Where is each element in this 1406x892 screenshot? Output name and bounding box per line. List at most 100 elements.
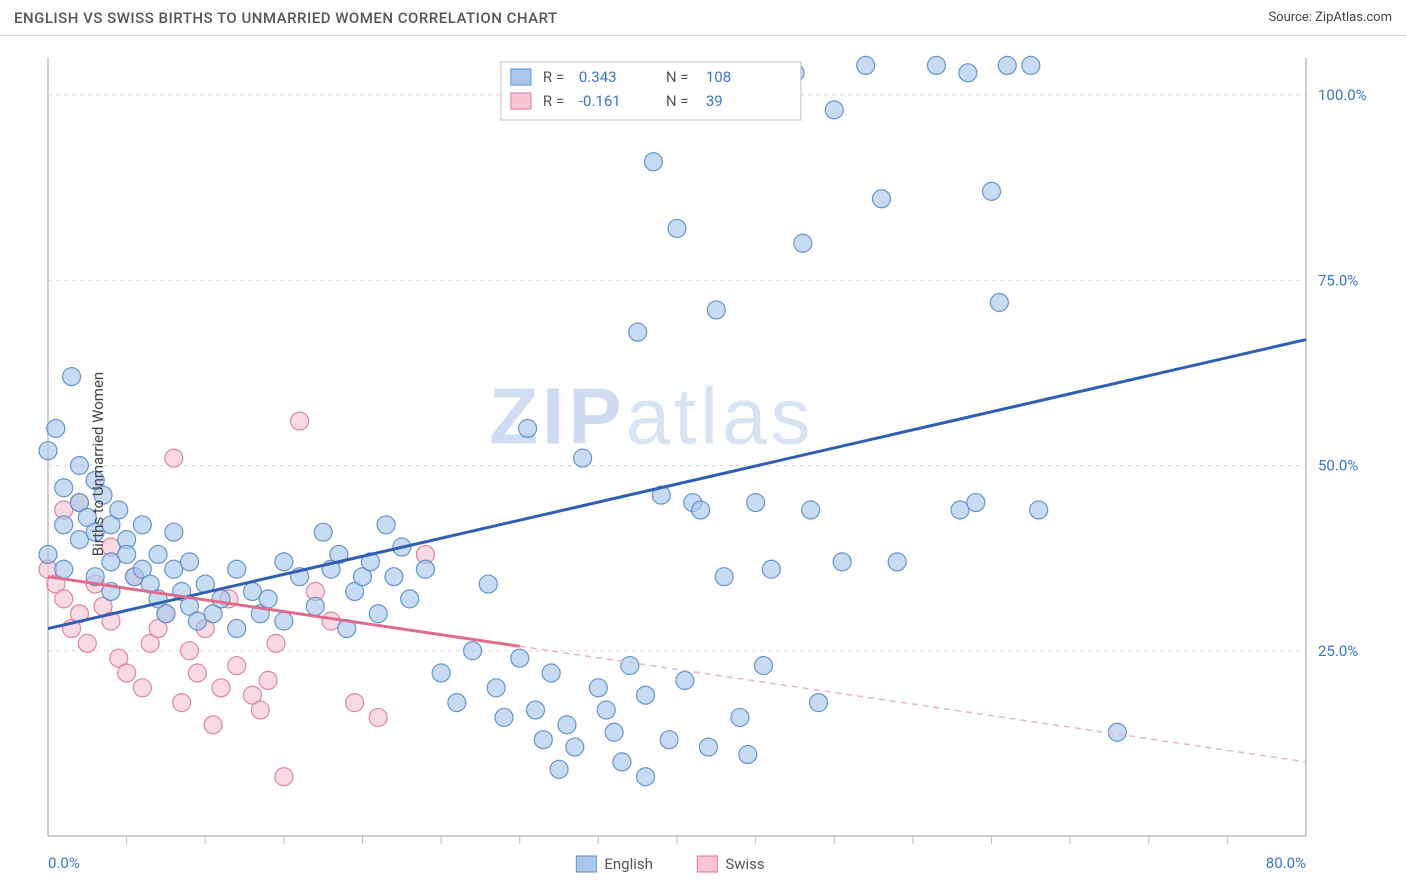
- data-point: [621, 657, 639, 675]
- data-point: [228, 560, 246, 578]
- data-point: [519, 419, 537, 437]
- data-point: [228, 657, 246, 675]
- data-point: [1022, 56, 1040, 74]
- data-point: [401, 590, 419, 608]
- data-point: [668, 219, 686, 237]
- data-point: [857, 56, 875, 74]
- data-point: [747, 494, 765, 512]
- data-point: [699, 738, 717, 756]
- plot-area: Births to Unmarried Women ZIPatlas25.0%5…: [0, 36, 1406, 892]
- source-prefix: Source:: [1268, 10, 1311, 25]
- legend-label: Swiss: [725, 855, 764, 873]
- data-point: [55, 516, 73, 534]
- data-point: [369, 605, 387, 623]
- y-tick-label: 75.0%: [1318, 271, 1358, 289]
- data-point: [597, 701, 615, 719]
- data-point: [39, 545, 57, 563]
- x-tick-label: 80.0%: [1266, 854, 1306, 872]
- data-point: [385, 568, 403, 586]
- data-point: [448, 694, 466, 712]
- data-point: [613, 753, 631, 771]
- source-link[interactable]: ZipAtlas.com: [1315, 10, 1392, 25]
- data-point: [464, 642, 482, 660]
- data-point: [637, 768, 655, 786]
- data-point: [990, 294, 1008, 312]
- data-point: [39, 442, 57, 460]
- data-point: [739, 745, 757, 763]
- data-point: [833, 553, 851, 571]
- y-tick-label: 50.0%: [1318, 457, 1358, 475]
- data-point: [1108, 723, 1126, 741]
- data-point: [629, 323, 647, 341]
- data-point: [794, 234, 812, 252]
- svg-text:ZIPatlas: ZIPatlas: [489, 371, 814, 460]
- data-point: [47, 419, 65, 437]
- data-point: [133, 516, 151, 534]
- data-point: [1030, 501, 1048, 519]
- legend-swatch: [511, 93, 531, 109]
- svg-text:R =: R =: [543, 92, 564, 110]
- data-point: [63, 368, 81, 386]
- svg-text:-0.161: -0.161: [579, 92, 621, 110]
- data-point: [181, 642, 199, 660]
- data-point: [566, 738, 584, 756]
- data-point: [377, 516, 395, 534]
- svg-text:108: 108: [706, 68, 731, 86]
- data-point: [692, 501, 710, 519]
- data-point: [534, 731, 552, 749]
- data-point: [605, 723, 623, 741]
- data-point: [589, 679, 607, 697]
- data-point: [157, 605, 175, 623]
- y-axis-title: Births to Unmarried Women: [89, 372, 107, 556]
- legend-swatch: [697, 856, 717, 872]
- data-point: [188, 664, 206, 682]
- data-point: [118, 664, 136, 682]
- data-point: [707, 301, 725, 319]
- source-label-wrap: Source: ZipAtlas.com: [1268, 10, 1392, 25]
- data-point: [731, 708, 749, 726]
- data-point: [959, 64, 977, 82]
- data-point: [754, 657, 772, 675]
- data-point: [314, 523, 332, 541]
- header-bar: ENGLISH VS SWISS BIRTHS TO UNMARRIED WOM…: [0, 0, 1406, 36]
- data-point: [810, 694, 828, 712]
- chart-title: ENGLISH VS SWISS BIRTHS TO UNMARRIED WOM…: [14, 9, 558, 27]
- correlation-scatter-chart: ZIPatlas25.0%50.0%75.0%100.0%0.0%80.0%R …: [0, 36, 1406, 892]
- svg-text:N =: N =: [666, 92, 689, 110]
- data-point: [212, 590, 230, 608]
- data-point: [291, 412, 309, 430]
- data-point: [927, 56, 945, 74]
- data-point: [888, 553, 906, 571]
- data-point: [55, 560, 73, 578]
- data-point: [967, 494, 985, 512]
- y-tick-label: 100.0%: [1318, 86, 1367, 104]
- data-point: [574, 449, 592, 467]
- svg-text:N =: N =: [666, 68, 689, 86]
- data-point: [416, 560, 434, 578]
- data-point: [275, 553, 293, 571]
- data-point: [495, 708, 513, 726]
- data-point: [133, 679, 151, 697]
- data-point: [251, 701, 269, 719]
- data-point: [259, 590, 277, 608]
- data-point: [149, 545, 167, 563]
- data-point: [550, 760, 568, 778]
- legend-swatch: [576, 856, 596, 872]
- data-point: [872, 190, 890, 208]
- data-point: [275, 612, 293, 630]
- data-point: [204, 716, 222, 734]
- data-point: [346, 694, 364, 712]
- svg-text:R =: R =: [543, 68, 564, 86]
- data-point: [78, 634, 96, 652]
- x-tick-label: 0.0%: [48, 854, 80, 872]
- data-point: [487, 679, 505, 697]
- data-point: [802, 501, 820, 519]
- data-point: [825, 101, 843, 119]
- data-point: [306, 597, 324, 615]
- data-point: [762, 560, 780, 578]
- data-point: [70, 457, 88, 475]
- data-point: [660, 731, 678, 749]
- data-point: [55, 590, 73, 608]
- data-point: [118, 545, 136, 563]
- data-point: [558, 716, 576, 734]
